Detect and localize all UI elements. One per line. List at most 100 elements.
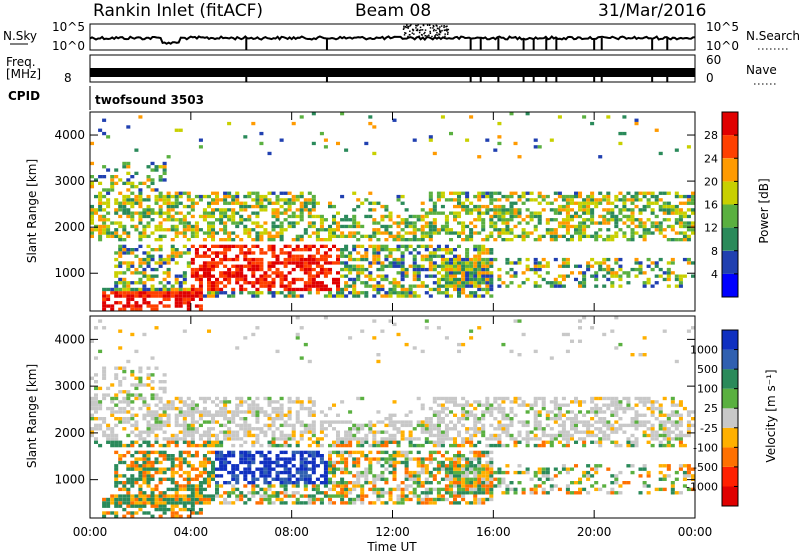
heatmap-cell <box>106 434 110 437</box>
heatmap-cell <box>268 400 272 403</box>
heatmap-cell <box>280 407 284 410</box>
heatmap-cell <box>134 461 138 464</box>
heatmap-cell <box>409 471 413 474</box>
heatmap-cell <box>183 424 187 427</box>
heatmap-cell <box>227 202 231 205</box>
heatmap-cell <box>288 202 292 205</box>
heatmap-cell <box>151 498 155 501</box>
heatmap-cell <box>142 481 146 484</box>
heatmap-cell <box>231 271 235 274</box>
heatmap-cell <box>594 231 598 234</box>
heatmap-cell <box>534 285 538 288</box>
heatmap-cell <box>118 420 122 423</box>
heatmap-cell <box>284 457 288 460</box>
heatmap-cell <box>102 373 106 376</box>
heatmap-cell <box>102 298 106 301</box>
heatmap-cell <box>94 326 98 329</box>
heatmap-cell <box>518 212 522 215</box>
heatmap-cell <box>276 461 280 464</box>
heatmap-cell <box>389 225 393 228</box>
heatmap-cell <box>622 271 626 274</box>
heatmap-cell <box>280 291 284 294</box>
heatmap-cell <box>138 505 142 508</box>
heatmap-cell <box>389 261 393 264</box>
heatmap-cell <box>211 231 215 234</box>
heatmap-cell <box>219 464 223 467</box>
heatmap-cell <box>344 441 348 444</box>
heatmap-cell <box>340 255 344 258</box>
heatmap-cell <box>437 420 441 423</box>
heatmap-cell <box>308 474 312 477</box>
heatmap-cell <box>401 424 405 427</box>
heatmap-cell <box>155 288 159 291</box>
heatmap-cell <box>163 414 167 417</box>
heatmap-cell <box>312 420 316 423</box>
heatmap-cell <box>409 444 413 447</box>
heatmap-cell <box>247 268 251 271</box>
heatmap-cell <box>618 275 622 278</box>
heatmap-cell <box>90 185 94 188</box>
heatmap-cell <box>530 491 534 494</box>
heatmap-cell <box>433 225 437 228</box>
heatmap-cell <box>268 238 272 241</box>
heatmap-cell <box>457 215 461 218</box>
heatmap-cell <box>610 404 614 407</box>
heatmap-cell <box>602 434 606 437</box>
heatmap-cell <box>639 265 643 268</box>
heatmap-cell <box>199 498 203 501</box>
heatmap-cell <box>247 265 251 268</box>
heatmap-cell <box>276 457 280 460</box>
heatmap-cell <box>610 215 614 218</box>
heatmap-cell <box>433 414 437 417</box>
heatmap-cell <box>586 434 590 437</box>
heatmap-cell <box>292 238 296 241</box>
heatmap-cell <box>639 198 643 201</box>
heatmap-cell <box>505 488 509 491</box>
heatmap-cell <box>300 326 304 329</box>
heatmap-cell <box>384 444 388 447</box>
heatmap-cell <box>433 400 437 403</box>
heatmap-cell <box>667 261 671 264</box>
heatmap-cell <box>324 145 328 148</box>
heatmap-cell <box>352 474 356 477</box>
heatmap-cell <box>272 424 276 427</box>
heatmap-cell <box>409 231 413 234</box>
heatmap-cell <box>631 235 635 238</box>
heatmap-cell <box>159 481 163 484</box>
heatmap-cell <box>122 228 126 231</box>
heatmap-cell <box>199 285 203 288</box>
heatmap-cell <box>171 400 175 403</box>
heatmap-cell <box>138 501 142 504</box>
heatmap-cell <box>94 441 98 444</box>
heatmap-cell <box>171 511 175 514</box>
heatmap-cell <box>461 468 465 471</box>
heatmap-cell <box>191 202 195 205</box>
heatmap-cell <box>187 294 191 297</box>
heatmap-cell <box>155 417 159 420</box>
heatmap-cell <box>437 464 441 467</box>
heatmap-cell <box>485 400 489 403</box>
heatmap-cell <box>344 471 348 474</box>
heatmap-cell <box>300 288 304 291</box>
heatmap-cell <box>409 437 413 440</box>
heatmap-cell <box>227 501 231 504</box>
heatmap-cell <box>130 198 134 201</box>
heatmap-cell <box>251 258 255 261</box>
heatmap-cell <box>465 464 469 467</box>
heatmap-cell <box>497 410 501 413</box>
heatmap-cell <box>393 471 397 474</box>
heatmap-cell <box>401 420 405 423</box>
heatmap-cell <box>308 288 312 291</box>
heatmap-cell <box>461 424 465 427</box>
heatmap-cell <box>618 265 622 268</box>
heatmap-cell <box>134 505 138 508</box>
heatmap-cell <box>626 225 630 228</box>
heatmap-cell <box>614 258 618 261</box>
heatmap-cell <box>413 474 417 477</box>
heatmap-cell <box>461 481 465 484</box>
heatmap-cell <box>578 235 582 238</box>
heatmap-cell <box>469 294 473 297</box>
heatmap-cell <box>546 424 550 427</box>
heatmap-cell <box>574 414 578 417</box>
heatmap-cell <box>356 471 360 474</box>
